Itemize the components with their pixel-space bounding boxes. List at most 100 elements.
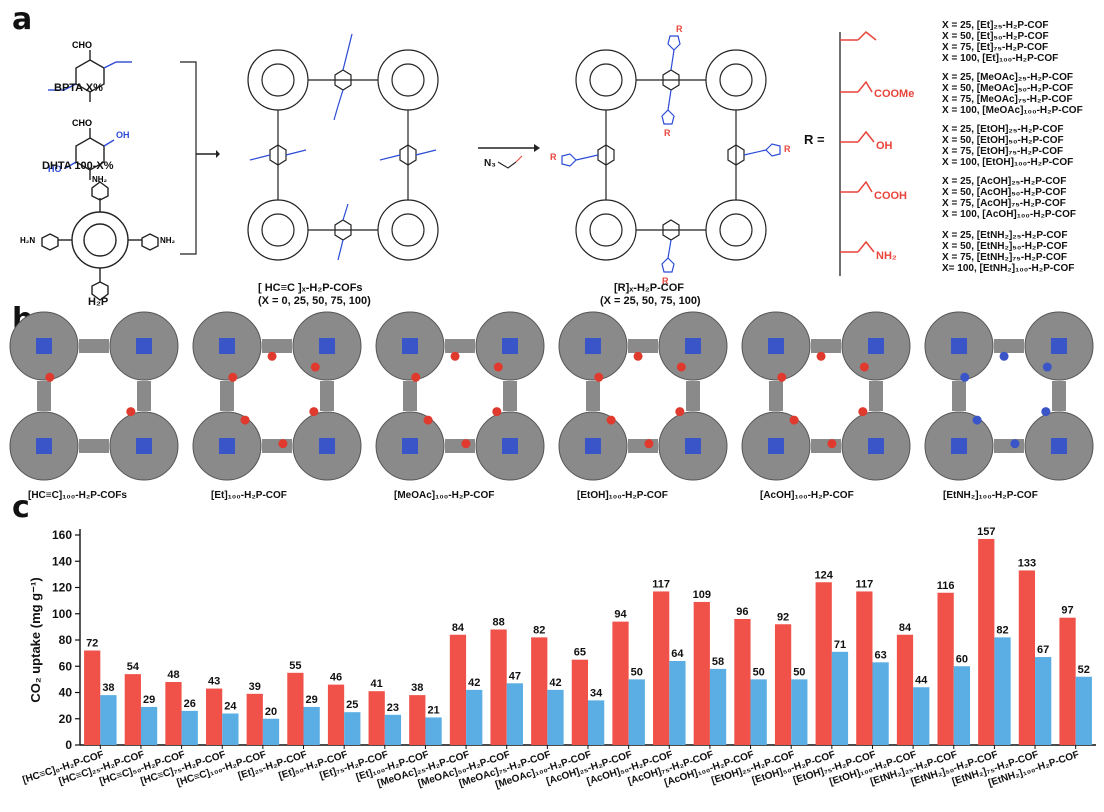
bar-series-1 xyxy=(531,637,548,745)
bar-value-label: 50 xyxy=(753,666,765,678)
oh-label: OH xyxy=(116,130,130,140)
bar-series-1 xyxy=(1059,617,1076,745)
bar-series-1 xyxy=(734,619,751,745)
bar-series-2 xyxy=(140,706,158,745)
bar-series-1 xyxy=(246,693,263,745)
bar-value-label: 84 xyxy=(452,622,465,634)
bar-series-2 xyxy=(262,718,280,745)
pore-structure-label: [EtNH₂]₁₀₀-H₂P-COF xyxy=(943,490,1038,501)
bar-value-label: 55 xyxy=(289,660,301,672)
bar-series-1 xyxy=(409,695,426,745)
bar-value-label: 46 xyxy=(330,672,342,684)
bar-series-1 xyxy=(571,659,588,745)
svg-text:R: R xyxy=(784,144,791,154)
bar-series-2 xyxy=(1075,676,1092,745)
bar-value-label: 92 xyxy=(777,611,789,623)
azide-reagent-label: N₃ xyxy=(484,158,496,169)
bar-series-1 xyxy=(449,634,467,745)
cof-series-entry: X = 25, [Et]₂₅-H₂P-COF xyxy=(942,20,1049,31)
cho-label: CHO xyxy=(72,40,92,50)
svg-text:R: R xyxy=(662,276,669,286)
bar-value-label: 117 xyxy=(652,578,670,590)
bar-series-1 xyxy=(896,634,914,745)
bar-series-2 xyxy=(669,661,686,745)
bar-value-label: 38 xyxy=(411,682,423,694)
bar-value-label: 82 xyxy=(533,624,545,636)
bar-series-1 xyxy=(612,621,629,745)
cof-series-entry: X = 75, [EtNH₂]₇₅-H₂P-COF xyxy=(942,252,1067,263)
y-tick-label: 140 xyxy=(52,554,72,568)
bar-value-label: 72 xyxy=(86,638,98,650)
y-tick-label: 0 xyxy=(65,738,72,752)
bar-series-1 xyxy=(205,688,223,745)
nh2-label: NH₂ xyxy=(92,175,108,184)
cof-triazole-title: [R]ₓ-H₂P-COF xyxy=(614,282,685,294)
bar-series-1 xyxy=(937,592,954,745)
bar-series-1 xyxy=(84,650,101,745)
bar-value-label: 60 xyxy=(956,653,968,665)
bar-value-label: 65 xyxy=(574,647,586,659)
nh2-label: NH₂ xyxy=(160,236,176,245)
bar-value-label: 157 xyxy=(977,526,995,538)
svg-text:R: R xyxy=(664,128,671,138)
monomer-structures: CHO CHO OH HO NH₂ H₂N NH₂ xyxy=(20,40,176,301)
cof-series-entry: X= 100, [EtNH₂]₁₀₀-H₂P-COF xyxy=(942,263,1075,274)
bar-series-2 xyxy=(466,689,483,745)
cof-series-entry: X = 75, [EtOH]₇₅-H₂P-COF xyxy=(942,146,1064,157)
pore-structure-label: [HC≡C]₁₀₀-H₂P-COFs xyxy=(28,490,127,501)
bar-series-1 xyxy=(653,591,670,745)
r-group-label-etoh: OH xyxy=(876,140,893,152)
r-equals-label: R = xyxy=(804,132,825,147)
bar-series-2 xyxy=(831,651,849,745)
y-tick-label: 80 xyxy=(59,633,73,647)
h2n-label: H₂N xyxy=(20,236,35,245)
bar-value-label: 58 xyxy=(712,656,724,668)
bar-value-label: 67 xyxy=(1037,644,1049,656)
ho-label: HO xyxy=(48,164,62,174)
click-reaction-arrow xyxy=(478,144,540,169)
bar-value-label: 84 xyxy=(899,622,912,634)
bar-series-1 xyxy=(287,672,304,745)
y-tick-label: 40 xyxy=(59,686,73,700)
r-group-label-acoh: COOH xyxy=(874,190,907,202)
pore-structure-label: [MeOAc]₁₀₀-H₂P-COF xyxy=(394,490,495,501)
bar-value-label: 47 xyxy=(509,670,521,682)
cof-series-entry: X = 50, [MeOAc]₅₀-H₂P-COF xyxy=(942,83,1074,94)
bar-value-label: 44 xyxy=(915,674,928,686)
cof-series-entry: X = 100, [EtOH]₁₀₀-H₂P-COF xyxy=(942,157,1074,168)
cof-series-entry: X = 75, [Et]₇₅-H₂P-COF xyxy=(942,42,1049,53)
pore-structure-label: [Et]₁₀₀-H₂P-COF xyxy=(211,490,287,501)
pore-structure-label: [AcOH]₁₀₀-H₂P-COF xyxy=(760,490,854,501)
cof-series-entry: X = 50, [EtOH]₅₀-H₂P-COF xyxy=(942,135,1064,146)
bar-value-label: 34 xyxy=(590,687,603,699)
y-tick-label: 160 xyxy=(52,528,72,542)
y-tick-label: 60 xyxy=(59,659,73,673)
pore-structure-model xyxy=(9,311,179,481)
bar-series-1 xyxy=(1018,570,1036,745)
bar-value-label: 124 xyxy=(815,569,834,581)
svg-text:R: R xyxy=(550,152,557,162)
bar-series-2 xyxy=(1035,657,1052,745)
pore-structure-model xyxy=(375,311,545,481)
h2p-label: H₂P xyxy=(88,296,109,308)
cof-series-entry: X = 25, [AcOH]₂₅-H₂P-COF xyxy=(942,176,1067,187)
bar-series-2 xyxy=(994,637,1011,745)
dhta-label: DHTA 100-X% xyxy=(42,160,114,172)
cho-label: CHO xyxy=(72,118,92,128)
bar-value-label: 42 xyxy=(468,677,480,689)
cof-alkyne-structure xyxy=(247,33,439,261)
bar-value-label: 82 xyxy=(996,624,1008,636)
bar-value-label: 96 xyxy=(736,606,748,618)
bar-series-1 xyxy=(856,591,873,745)
cof-triazole-structure: R R R R R xyxy=(550,24,791,286)
bar-value-label: 50 xyxy=(793,666,805,678)
y-axis-title: CO₂ uptake (mg g⁻¹) xyxy=(28,577,43,702)
bar-series-2 xyxy=(953,666,971,745)
bar-value-label: 88 xyxy=(492,617,504,629)
cof-triazole-subtitle: (X = 25, 50, 75, 100) xyxy=(600,295,701,307)
pore-structure-model xyxy=(558,311,728,481)
cof-series-entry: X = 100, [AcOH]₁₀₀-H₂P-COF xyxy=(942,209,1077,220)
bar-value-label: 29 xyxy=(143,694,155,706)
bar-value-label: 133 xyxy=(1018,557,1036,569)
bar-series-2 xyxy=(547,689,564,745)
